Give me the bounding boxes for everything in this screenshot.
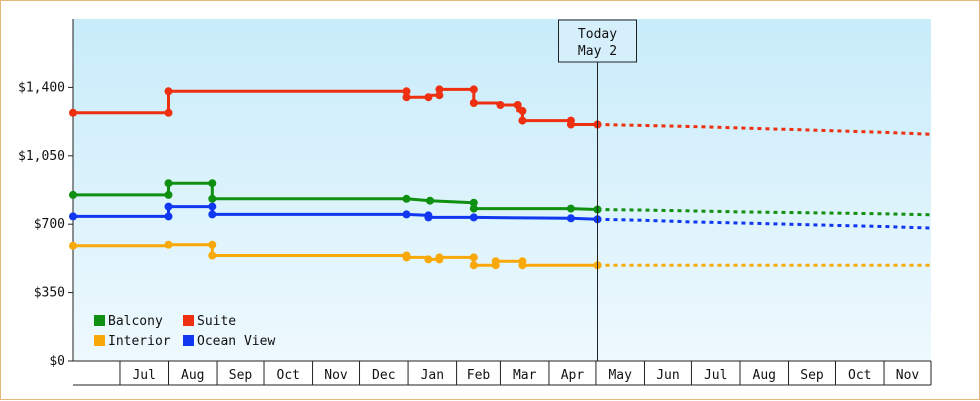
today-label: Today (578, 27, 617, 42)
x-month-label: Aug (753, 368, 776, 383)
plot-area (73, 19, 931, 361)
legend-label: Balcony (108, 314, 163, 329)
data-point-suite (402, 87, 411, 96)
data-point-balcony (164, 179, 173, 188)
data-point-balcony (426, 196, 434, 205)
legend-item: Interior (94, 334, 171, 349)
data-point-ocean-view (164, 212, 173, 221)
y-tick-label: $1,400 (18, 80, 65, 95)
x-month-label: Sep (800, 368, 824, 383)
data-point-suite (164, 87, 173, 96)
data-point-interior (518, 261, 527, 270)
data-point-suite (435, 91, 444, 100)
today-box (558, 19, 638, 63)
data-point-suite (435, 85, 444, 94)
data-point-suite (469, 99, 478, 107)
data-point-suite (513, 101, 522, 109)
data-point-suite (164, 108, 173, 117)
data-point-ocean-view (469, 213, 478, 222)
data-point-ocean-view (402, 210, 411, 219)
legend-item: Ocean View (183, 334, 275, 349)
x-month-label: May (608, 368, 632, 383)
y-tick-label: $0 (49, 354, 65, 369)
data-point-suite (496, 101, 505, 109)
data-point-balcony (402, 194, 411, 203)
today-date: May 2 (578, 44, 617, 59)
series-interior (69, 240, 931, 270)
data-point-interior (164, 240, 173, 249)
data-point-balcony (208, 179, 217, 188)
data-point-interior (424, 255, 433, 264)
data-point-ocean-view (164, 202, 173, 211)
data-point-suite (518, 106, 527, 115)
data-point-balcony (164, 190, 173, 199)
x-month-label: Mar (513, 368, 537, 383)
data-point-interior (402, 253, 411, 262)
series-layer (69, 85, 932, 270)
x-month-label: Nov (896, 368, 920, 383)
today-marker: Today May 2 (558, 19, 638, 361)
legend: Balcony Suite Interior Ocean View (94, 314, 275, 349)
data-point-suite (566, 120, 575, 129)
legend-swatch (183, 315, 194, 326)
legend-label: Interior (108, 334, 171, 349)
x-axis: Jul Aug Sep Oct Nov Dec Jan Feb Mar Apr May Jun Jul A… (73, 360, 932, 386)
data-point-balcony (566, 204, 575, 213)
y-tick-label: $700 (34, 217, 65, 232)
data-point-balcony (208, 194, 217, 203)
legend-item: Suite (183, 314, 236, 329)
legend-item: Balcony (94, 314, 163, 329)
data-point-interior (208, 251, 217, 260)
x-month-label: Jul (704, 368, 727, 383)
legend-swatch (94, 315, 105, 326)
data-point-interior (469, 261, 478, 270)
x-month-label: Dec (372, 368, 395, 383)
legend-swatch (94, 335, 105, 346)
data-point-suite (518, 116, 527, 125)
x-month-label: Aug (181, 368, 204, 383)
data-point-suite (424, 93, 433, 102)
data-point-interior (491, 257, 500, 266)
data-point-ocean-view (69, 212, 77, 221)
x-month-label: Feb (467, 368, 491, 383)
x-month-label: Sep (229, 368, 253, 383)
x-month-label: Oct (277, 368, 300, 383)
data-point-suite (469, 85, 478, 94)
data-point-ocean-view (208, 202, 217, 211)
data-point-interior (435, 253, 444, 262)
legend-swatch (183, 335, 194, 346)
series-ocean-view (69, 202, 932, 230)
legend-label: Ocean View (197, 334, 275, 349)
data-point-suite (69, 108, 77, 117)
data-point-interior (69, 241, 77, 250)
data-point-ocean-view (208, 210, 217, 219)
x-month-label: Apr (561, 368, 585, 383)
y-tick-label: $350 (34, 286, 65, 301)
y-tick-label: $1,050 (18, 149, 65, 164)
data-point-interior (469, 253, 478, 262)
x-month-label: Jun (656, 368, 679, 383)
series-suite (69, 85, 932, 136)
x-month-label: Nov (324, 368, 348, 383)
data-point-suite (402, 93, 411, 102)
data-point-ocean-view (424, 213, 433, 222)
x-month-label: Oct (848, 368, 871, 383)
data-point-interior (208, 240, 217, 249)
data-point-balcony (69, 190, 77, 199)
data-point-balcony (469, 198, 478, 207)
legend-label: Suite (197, 314, 236, 329)
data-point-ocean-view (566, 214, 575, 223)
x-month-label: Jan (421, 368, 444, 383)
series-line-interior (73, 243, 598, 267)
data-point-balcony (469, 204, 478, 213)
series-balcony (69, 179, 932, 217)
x-month-label: Jul (132, 368, 155, 383)
y-axis: $0 $350 $700 $1,050 $1,400 (18, 19, 74, 369)
